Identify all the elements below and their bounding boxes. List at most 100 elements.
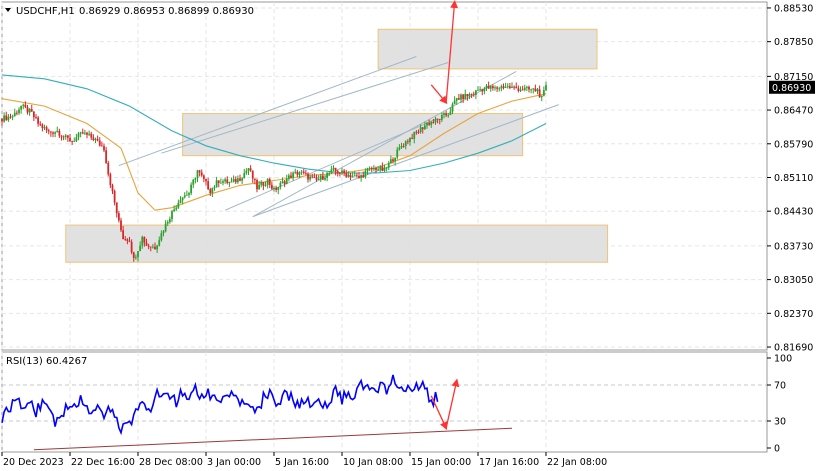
candle-body — [230, 181, 233, 183]
candle-body — [13, 112, 16, 117]
candle-body — [387, 163, 390, 168]
candle-body — [485, 85, 488, 89]
candle-body — [489, 86, 492, 89]
candle-body — [45, 127, 48, 131]
time-tick-label: 5 Jan 16:00 — [275, 457, 329, 468]
candle-body — [7, 116, 10, 121]
candle-body — [525, 86, 528, 88]
candle-body — [185, 194, 188, 196]
candle-body — [264, 184, 267, 186]
candle-body — [279, 182, 282, 188]
candle-body — [181, 197, 184, 201]
chart-header: USDCHF,H1 0.86929 0.86953 0.86899 0.8693… — [5, 6, 254, 17]
candle-body — [517, 88, 520, 91]
candle-body — [162, 231, 165, 234]
candle-body — [334, 167, 337, 172]
candle-body — [474, 90, 477, 95]
candle-body — [236, 178, 239, 183]
candle-body — [409, 137, 411, 143]
candle-body — [24, 104, 27, 108]
candle-body — [192, 179, 195, 185]
candle-body — [338, 173, 341, 175]
candle-body — [336, 171, 339, 174]
candle-body — [109, 174, 112, 186]
candle-body — [536, 89, 539, 92]
candle-body — [260, 182, 263, 185]
candle-body — [362, 175, 365, 178]
supply-demand-zone — [65, 224, 609, 263]
candle-body — [311, 176, 314, 178]
candle-body — [145, 242, 148, 246]
candle-body — [534, 88, 537, 92]
channel-trend-line — [118, 56, 417, 167]
candle-body — [313, 176, 316, 178]
candle-body — [209, 189, 212, 194]
candle-body — [455, 98, 458, 101]
candle-body — [52, 132, 54, 134]
candle-body — [94, 139, 97, 141]
candle-body — [177, 202, 180, 208]
rsi-tick-label: 100 — [774, 354, 792, 365]
candle-body — [419, 127, 422, 133]
candle-body — [321, 175, 324, 180]
candle-body — [173, 209, 176, 212]
rsi-pane[interactable]: RSI(13) 60.4267 — [1, 351, 768, 453]
candle-body — [90, 133, 93, 138]
candle-body — [207, 181, 210, 190]
candle-body — [428, 122, 431, 125]
candle-body — [58, 130, 61, 136]
price-pane[interactable]: USDCHF,H1 0.86929 0.86953 0.86899 0.8693… — [1, 0, 768, 351]
candle-body — [217, 180, 220, 183]
candle-body — [542, 90, 545, 96]
candle-body — [470, 94, 473, 95]
candle-body — [436, 118, 439, 120]
candle-body — [151, 246, 154, 248]
candle-body — [79, 132, 82, 134]
candle-body — [168, 219, 171, 222]
candle-body — [228, 182, 231, 184]
candle-body — [56, 130, 59, 133]
candle-body — [69, 137, 71, 142]
candle-body — [398, 147, 401, 150]
candle-body — [377, 169, 380, 171]
candle-body — [132, 252, 135, 258]
price-tick-label: 0.83050 — [774, 275, 813, 286]
candle-body — [481, 89, 484, 92]
candle-body — [506, 86, 509, 88]
candle-body — [406, 141, 409, 143]
rsi-line — [1, 374, 439, 436]
candle-body — [483, 88, 486, 92]
price-tick-label: 0.85110 — [774, 173, 813, 184]
candle-body — [392, 159, 394, 162]
candle-body — [292, 172, 295, 178]
candle-body — [179, 200, 182, 203]
candle-body — [32, 111, 35, 118]
candle-body — [370, 168, 373, 170]
candle-body — [251, 170, 254, 179]
candle-body — [139, 245, 142, 252]
candle-body — [468, 94, 471, 97]
price-tick-label: 0.87150 — [774, 72, 813, 83]
candle-body — [385, 167, 388, 169]
candle-body — [277, 187, 280, 190]
candle-body — [111, 185, 114, 191]
candle-body — [39, 123, 42, 125]
candle-body — [115, 202, 118, 214]
dropdown-triangle-icon[interactable] — [5, 8, 11, 12]
candle-body — [194, 178, 197, 180]
candle-body — [5, 115, 8, 121]
candle-body — [154, 246, 156, 250]
chart-symbol: USDCHF,H1 — [16, 6, 75, 17]
candle-body — [379, 166, 382, 170]
rsi-tick-label: 70 — [774, 381, 786, 392]
candle-body — [258, 184, 261, 190]
candle-body — [247, 168, 250, 171]
candle-body — [211, 187, 214, 194]
time-tick-label: 15 Jan 00:00 — [411, 457, 471, 468]
candle-body — [296, 171, 299, 175]
candle-body — [88, 133, 91, 135]
price-tick-label: 0.83730 — [774, 241, 813, 252]
time-tick-label: 17 Jan 16:00 — [479, 457, 539, 468]
candle-body — [319, 175, 322, 180]
candle-body — [451, 104, 454, 112]
